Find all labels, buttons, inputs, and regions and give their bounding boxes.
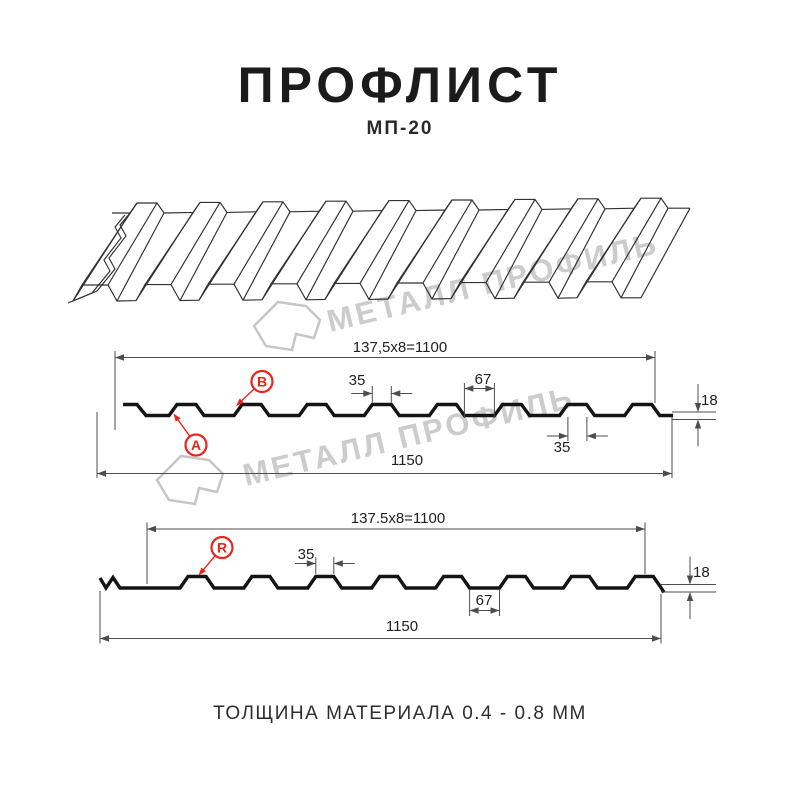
watermark-2: МЕТАЛЛ ПРОФИЛЬ xyxy=(155,379,578,506)
dimension-text: 1150 xyxy=(386,618,418,635)
callout-circle xyxy=(210,535,234,560)
callout-circle xyxy=(184,433,208,457)
dimension-text: 137.5x8=1100 xyxy=(351,510,445,527)
sheet-cut-edge-inner xyxy=(67,214,126,304)
profile-outline-top xyxy=(123,402,673,418)
dimension-text: 35 xyxy=(298,546,315,563)
watermark-text: МЕТАЛЛ ПРОФИЛЬ xyxy=(239,379,578,492)
callout-a: A xyxy=(173,413,208,457)
sheet-back-edge xyxy=(112,197,690,214)
thickness-note: ТОЛЩИНА МАТЕРИАЛА 0.4 - 0.8 ММ xyxy=(213,703,587,724)
dimension-text: 67 xyxy=(475,371,492,388)
callout-circle xyxy=(250,369,274,394)
dimension-text: 67 xyxy=(476,592,493,609)
cross-section-top: 137,5x8=1100 35 67 35 18 1150 B A xyxy=(96,339,718,478)
dimension-text: 18 xyxy=(693,564,710,581)
metall-profil-logo xyxy=(252,300,322,352)
dimension-text: 1150 xyxy=(391,452,423,469)
dimension-text: 18 xyxy=(701,392,718,409)
profile-model: МП-20 xyxy=(366,118,434,139)
page-title: ПРОФЛИСТ xyxy=(237,57,563,113)
callout-b: B xyxy=(236,369,274,406)
sheet-3d-view xyxy=(67,197,691,304)
profile-outline-bottom xyxy=(98,574,666,594)
dimension-text: A xyxy=(191,437,201,453)
sheet-front-edge xyxy=(72,281,641,302)
dimension-text: 35 xyxy=(554,439,571,456)
dimension-text: 35 xyxy=(349,372,366,389)
cross-section-bottom: 137.5x8=1100 35 67 18 1150 R xyxy=(98,510,716,644)
dimension-text: 137,5x8=1100 xyxy=(353,339,447,356)
callout-r: R xyxy=(198,535,234,576)
metall-profil-logo xyxy=(155,454,225,506)
dimension-text: R xyxy=(217,540,227,556)
dimension-text: B xyxy=(257,374,267,390)
sheet-cut-edge xyxy=(72,212,131,302)
